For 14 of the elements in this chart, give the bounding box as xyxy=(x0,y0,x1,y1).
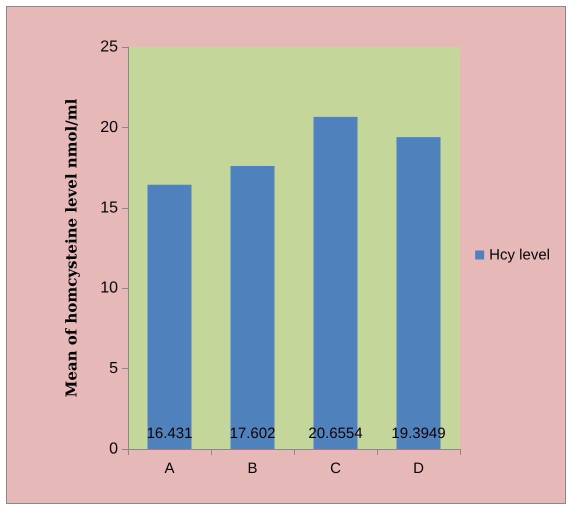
x-tick-label: D xyxy=(413,460,424,477)
y-tick-label: 5 xyxy=(109,360,118,378)
y-tick-label: 25 xyxy=(100,38,118,56)
y-tick-label: 10 xyxy=(100,280,118,297)
y-tick-label: 0 xyxy=(109,440,118,458)
bar xyxy=(230,166,274,449)
y-tick-label: 15 xyxy=(100,199,118,216)
x-tick-label: C xyxy=(330,460,342,477)
legend-label: Hcy level xyxy=(489,246,550,264)
y-tick-label: 20 xyxy=(100,118,118,136)
x-tick-label: A xyxy=(164,460,175,477)
y-axis-title: Mean of homcysteine level nmol/ml xyxy=(62,98,80,398)
bar xyxy=(148,184,192,449)
x-tick-label: B xyxy=(247,460,258,477)
